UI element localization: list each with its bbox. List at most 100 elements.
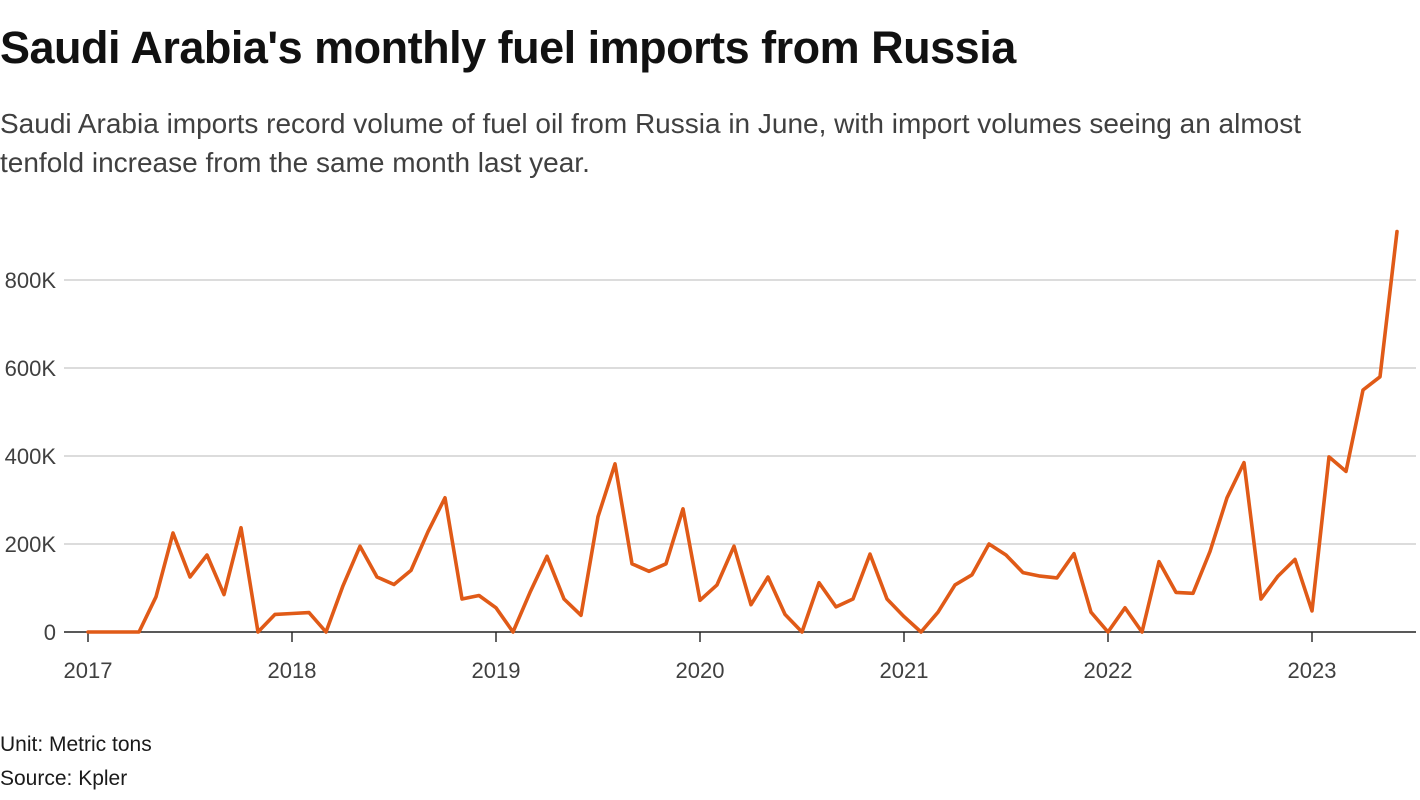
- y-tick-label: 800K: [5, 268, 57, 293]
- data-point-2017-10: [239, 526, 243, 530]
- data-point-2019-11: [664, 562, 668, 566]
- data-point-2023-06: [1395, 230, 1399, 234]
- x-tick-label: 2017: [64, 658, 113, 683]
- x-tick-label: 2021: [880, 658, 929, 683]
- data-point-2021-05: [970, 573, 974, 577]
- data-point-2017-11: [256, 630, 260, 634]
- data-point-2017-02: [103, 630, 107, 634]
- data-point-2023-05: [1378, 375, 1382, 379]
- data-point-2017-12: [273, 612, 277, 616]
- data-point-2022-09: [1242, 461, 1246, 465]
- data-point-2018-06: [375, 575, 379, 579]
- y-tick-label: 600K: [5, 356, 57, 381]
- x-tick-label: 2018: [268, 658, 317, 683]
- data-point-2020-02: [715, 583, 719, 587]
- data-point-2021-08: [1021, 571, 1025, 575]
- data-point-2022-10: [1259, 597, 1263, 601]
- data-point-2021-11: [1072, 552, 1076, 556]
- data-point-2018-12: [477, 594, 481, 598]
- data-point-2021-02: [919, 630, 923, 634]
- data-point-2021-10: [1055, 576, 1059, 580]
- data-point-2022-04: [1157, 560, 1161, 564]
- data-point-2020-01: [698, 598, 702, 602]
- data-point-2018-05: [358, 544, 362, 548]
- data-point-2018-10: [443, 496, 447, 500]
- data-point-2018-04: [341, 584, 345, 588]
- source-note: Source: Kpler: [0, 767, 128, 790]
- data-point-2017-01: [86, 630, 90, 634]
- y-tick-label: 0: [44, 620, 56, 645]
- data-point-2017-09: [222, 593, 226, 597]
- data-point-2021-06: [987, 542, 991, 546]
- data-point-2022-11: [1276, 574, 1280, 578]
- data-point-2023-01: [1310, 609, 1314, 613]
- data-point-2021-03: [936, 610, 940, 614]
- y-axis-tick-labels: 0 200K 400K 600K 800K: [5, 268, 57, 645]
- data-point-2017-04: [137, 630, 141, 634]
- data-point-2018-09: [426, 530, 430, 534]
- data-point-2023-04: [1361, 388, 1365, 392]
- data-point-2020-08: [817, 581, 821, 585]
- data-point-2017-06: [171, 531, 175, 535]
- data-point-2019-08: [613, 462, 617, 466]
- data-point-2022-06: [1191, 591, 1195, 595]
- data-point-2022-12: [1293, 557, 1297, 561]
- data-point-2020-10: [851, 597, 855, 601]
- data-point-2018-08: [409, 568, 413, 572]
- data-point-2020-07: [800, 630, 804, 634]
- data-point-2022-03: [1140, 630, 1144, 634]
- gridlines: [64, 279, 1416, 545]
- data-point-2021-12: [1089, 610, 1093, 614]
- data-point-2017-03: [120, 630, 124, 634]
- data-point-2020-04: [749, 603, 753, 607]
- data-point-2018-03: [324, 630, 328, 634]
- data-point-2020-05: [766, 575, 770, 579]
- data-point-2020-09: [834, 605, 838, 609]
- data-point-2019-12: [681, 507, 685, 511]
- data-point-2020-11: [868, 552, 872, 556]
- data-point-2023-02: [1327, 455, 1331, 459]
- series-line: [86, 229, 1399, 634]
- data-point-2019-07: [596, 515, 600, 519]
- data-point-2019-04: [545, 554, 549, 558]
- data-point-2019-06: [579, 613, 583, 617]
- data-point-2019-05: [562, 597, 566, 601]
- x-tick-label: 2020: [676, 658, 725, 683]
- y-tick-label: 400K: [5, 444, 57, 469]
- unit-note: Unit: Metric tons: [0, 733, 152, 756]
- data-point-2019-10: [647, 569, 651, 573]
- data-point-2017-07: [188, 575, 192, 579]
- data-point-2021-07: [1004, 553, 1008, 557]
- data-point-2021-04: [953, 583, 957, 587]
- data-point-2018-02: [307, 611, 311, 615]
- data-point-2018-01: [290, 612, 294, 616]
- data-point-2020-06: [783, 612, 787, 616]
- x-tick-label: 2023: [1288, 658, 1337, 683]
- data-point-2018-11: [460, 597, 464, 601]
- data-point-2021-01: [902, 615, 906, 619]
- data-point-2019-03: [528, 590, 532, 594]
- y-tick-label: 200K: [5, 532, 57, 557]
- data-point-2022-02: [1123, 606, 1127, 610]
- data-point-2019-01: [494, 606, 498, 610]
- data-point-2020-03: [732, 544, 736, 548]
- data-point-2022-05: [1174, 590, 1178, 594]
- data-point-2019-09: [630, 562, 634, 566]
- data-point-2017-08: [205, 553, 209, 557]
- chart-subtitle: Saudi Arabia imports record volume of fu…: [0, 108, 1302, 178]
- data-point-2022-01: [1106, 630, 1110, 634]
- x-tick-label: 2022: [1084, 658, 1133, 683]
- chart-title: Saudi Arabia's monthly fuel imports from…: [0, 22, 1016, 73]
- data-point-2023-03: [1344, 469, 1348, 473]
- x-axis: 2017 2018 2019 2020 2021 2022 2023: [64, 632, 1337, 683]
- data-point-2019-02: [511, 630, 515, 634]
- data-point-2018-07: [392, 583, 396, 587]
- data-point-2022-08: [1225, 496, 1229, 500]
- x-tick-label: 2019: [472, 658, 521, 683]
- data-point-2021-09: [1038, 574, 1042, 578]
- data-point-2020-12: [885, 597, 889, 601]
- data-point-2017-05: [154, 595, 158, 599]
- data-series: [86, 229, 1399, 634]
- data-point-2022-07: [1208, 550, 1212, 554]
